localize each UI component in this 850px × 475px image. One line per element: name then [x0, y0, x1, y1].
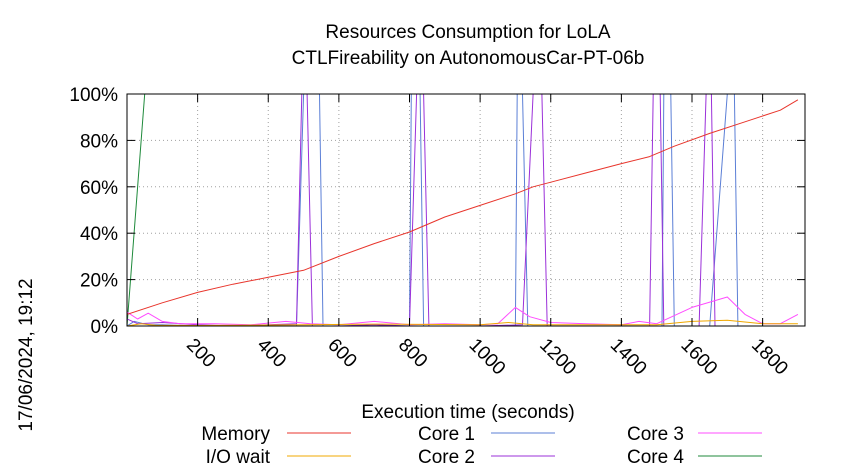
plot-frame	[126, 93, 806, 327]
x-tick-label: 800	[394, 335, 431, 372]
series-line-core-1	[126, 93, 798, 327]
y-tick-label: 0%	[91, 317, 119, 338]
series-line-i-o-wait	[126, 319, 798, 327]
y-tick-label: 100%	[69, 85, 118, 106]
series-line-core-3	[126, 296, 799, 326]
legend-label-core-4: Core 4	[627, 447, 684, 468]
series-line-core-4	[126, 93, 798, 327]
x-tick-label: 200	[182, 335, 219, 372]
legend-label-core-3: Core 3	[627, 424, 684, 445]
axis-ticks: 0% 20% 40% 60% 80% 100% 200 400 600 800 1000 1200 14…	[69, 85, 805, 379]
y-tick-label: 80%	[80, 131, 118, 152]
legend-label-core-2: Core 2	[418, 447, 475, 468]
x-axis-label: Execution time (seconds)	[361, 402, 574, 423]
x-tick-label: 1200	[535, 335, 580, 380]
y-tick-label: 20%	[80, 271, 118, 292]
chart-subtitle: CTLFireability on AutonomousCar-PT-06b	[292, 48, 645, 69]
x-tick-label: 1600	[676, 335, 721, 380]
series-layer	[126, 93, 799, 327]
y-tick-label: 40%	[80, 224, 118, 245]
series-line-memory	[126, 99, 799, 315]
x-tick-label: 1400	[606, 335, 651, 380]
grid	[127, 93, 805, 327]
timestamp: 17/06/2024, 19:12	[16, 278, 37, 431]
legend-label-core-1: Core 1	[418, 424, 475, 445]
series-line-core-2	[126, 93, 798, 327]
x-tick-label: 1800	[747, 335, 792, 380]
x-tick-label: 600	[323, 335, 360, 372]
legend-label-memory: Memory	[201, 424, 270, 445]
x-tick-label: 400	[253, 335, 290, 372]
chart-title: Resources Consumption for LoLA	[325, 22, 610, 43]
legend-label-i-o-wait: I/O wait	[206, 447, 271, 468]
y-tick-label: 60%	[80, 178, 118, 199]
x-tick-label: 1000	[465, 335, 510, 380]
